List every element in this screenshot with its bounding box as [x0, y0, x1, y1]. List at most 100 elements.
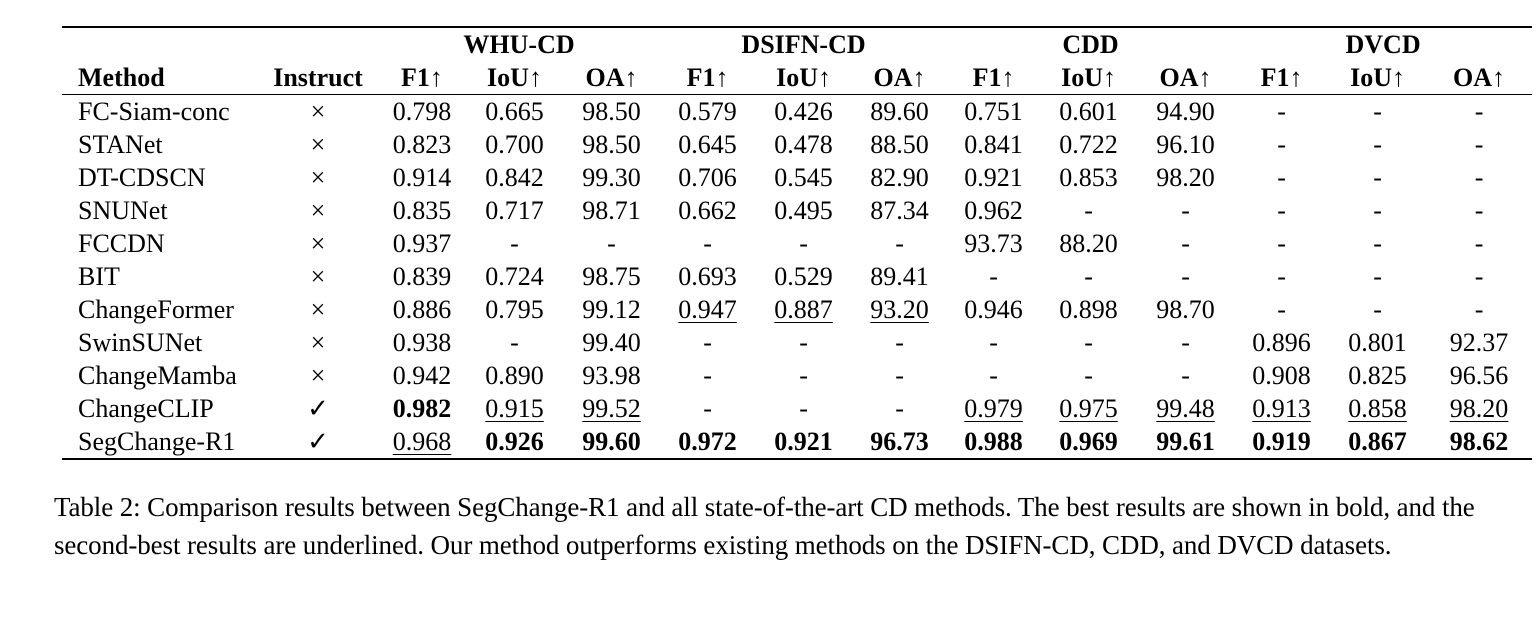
- metric-value: 0.601: [1059, 97, 1118, 126]
- metric-value: 0.841: [964, 130, 1023, 159]
- table-row: SNUNet × 0.835 0.717 98.71 0.662 0.495 87.34 0.9…: [62, 194, 1532, 227]
- metric-value-cell: 88.50: [852, 128, 947, 161]
- metric-value: 0.937: [392, 229, 452, 258]
- metric-value: -: [1373, 295, 1382, 324]
- metric-value-cell: -: [1040, 260, 1137, 293]
- metric-value: 0.839: [392, 262, 452, 291]
- metric-value: 0.975: [1059, 394, 1118, 423]
- metric-value: -: [1277, 295, 1286, 324]
- metric-value-cell: 0.426: [755, 95, 852, 129]
- metric-value: 99.52: [582, 394, 641, 423]
- metric-value-cell: 0.946: [947, 293, 1040, 326]
- metric-value: 99.60: [582, 427, 641, 456]
- metric-value-cell: 0.915: [466, 392, 563, 425]
- metric-value-cell: 0.947: [660, 293, 755, 326]
- metric-value: -: [510, 328, 519, 357]
- metric-value-cell: 0.867: [1329, 425, 1427, 460]
- metric-value: -: [989, 328, 998, 357]
- metric-value-cell: 0.665: [466, 95, 563, 129]
- metric-value: 0.921: [774, 427, 833, 456]
- metric-value: 98.50: [582, 130, 641, 159]
- metric-value-cell: 0.979: [947, 392, 1040, 425]
- metric-value-cell: -: [660, 227, 755, 260]
- metric-value-cell: 0.887: [755, 293, 852, 326]
- metric-value-cell: -: [1329, 260, 1426, 293]
- metric-value-cell: 0.942: [378, 359, 466, 392]
- metric-value-cell: 0.919: [1234, 425, 1330, 460]
- metric-value-cell: 99.61: [1137, 425, 1235, 460]
- instruct-mark-cell: ×: [310, 163, 326, 192]
- metric-value: 0.962: [964, 196, 1023, 225]
- metric-column-header: F1↑: [1234, 61, 1330, 95]
- metric-value-cell: -: [755, 326, 852, 359]
- metric-value: 0.495: [774, 196, 833, 225]
- metric-value: -: [1373, 130, 1382, 159]
- table-row: SwinSUNet × 0.938 - 99.40 - - - - - - 0.896 0.801 92.…: [62, 326, 1532, 359]
- metric-value-cell: 0.842: [466, 161, 563, 194]
- metric-value: 0.938: [392, 328, 452, 357]
- metric-value: -: [799, 328, 808, 357]
- metric-value-cell: 0.914: [378, 161, 466, 194]
- metric-value: 0.426: [774, 97, 833, 126]
- instruct-mark-cell: ✓: [307, 394, 329, 423]
- metric-value-cell: -: [1040, 194, 1137, 227]
- metric-value-cell: -: [1137, 194, 1234, 227]
- metric-value-cell: 0.896: [1234, 326, 1329, 359]
- metric-value: 99.12: [582, 295, 641, 324]
- metric-value-cell: -: [1329, 194, 1426, 227]
- metric-value: -: [510, 229, 519, 258]
- metric-value-cell: 99.12: [563, 293, 660, 326]
- method-name-cell: DT-CDSCN: [78, 163, 206, 192]
- metric-value-cell: -: [1329, 161, 1426, 194]
- metric-value-cell: 99.52: [563, 392, 660, 425]
- metric-value: 0.969: [1059, 427, 1118, 456]
- metric-value: -: [989, 361, 998, 390]
- metric-value-cell: -: [1426, 95, 1532, 129]
- metric-value: -: [1084, 262, 1093, 291]
- metric-value: -: [895, 394, 904, 423]
- metric-value-cell: 98.20: [1137, 161, 1234, 194]
- metric-value: -: [799, 229, 808, 258]
- metric-value: -: [1277, 163, 1286, 192]
- metric-value-cell: 0.700: [466, 128, 563, 161]
- metric-column-header: F1↑: [660, 61, 756, 95]
- metric-value: -: [703, 328, 712, 357]
- metric-value-cell: 88.20: [1040, 227, 1137, 260]
- metric-value: 98.20: [1449, 394, 1509, 423]
- metric-value: -: [1084, 196, 1093, 225]
- metric-column-header: OA↑: [1426, 61, 1533, 95]
- table-row: ChangeCLIP ✓ 0.982 0.915 99.52 - - - 0.979 0.975 9…: [62, 392, 1532, 425]
- metric-value: 0.529: [774, 262, 833, 291]
- metric-value: 0.722: [1059, 130, 1118, 159]
- metric-value: 92.37: [1449, 328, 1509, 357]
- metric-column-header: OA↑: [563, 61, 661, 95]
- metric-value: -: [1181, 196, 1190, 225]
- instruct-column-header: Instruct: [258, 61, 378, 95]
- metric-value-cell: 93.73: [947, 227, 1040, 260]
- metric-value: 0.886: [392, 295, 452, 324]
- metric-value-cell: 0.645: [660, 128, 755, 161]
- instruct-mark-cell: ×: [310, 361, 326, 390]
- metric-value-cell: 0.921: [947, 161, 1040, 194]
- table-row: ChangeMamba × 0.942 0.890 93.98 - - - - - - 0.908 0.…: [62, 359, 1532, 392]
- metric-value-cell: 89.41: [852, 260, 947, 293]
- method-column-header: Method: [62, 61, 258, 95]
- metric-value-cell: 0.495: [755, 194, 852, 227]
- metric-value-cell: 0.853: [1040, 161, 1137, 194]
- metric-value-cell: 98.71: [563, 194, 660, 227]
- metric-value-cell: -: [1234, 194, 1329, 227]
- metric-value: -: [799, 361, 808, 390]
- metric-value: 0.835: [392, 196, 452, 225]
- metric-value: 0.858: [1348, 394, 1407, 423]
- metric-value-cell: 0.798: [378, 95, 466, 129]
- metric-value-cell: -: [755, 227, 852, 260]
- table-body: FC-Siam-conc × 0.798 0.665 98.50 0.579 0.426 89…: [62, 95, 1533, 460]
- instruct-mark-cell: ✓: [258, 425, 378, 460]
- metric-value-cell: -: [1137, 359, 1234, 392]
- metric-value: 0.915: [485, 394, 544, 423]
- metric-value: -: [1181, 328, 1190, 357]
- metric-value: 88.20: [1059, 229, 1118, 258]
- metric-value: -: [895, 328, 904, 357]
- instruct-mark-cell: ×: [310, 295, 326, 324]
- metric-value-cell: -: [1234, 227, 1329, 260]
